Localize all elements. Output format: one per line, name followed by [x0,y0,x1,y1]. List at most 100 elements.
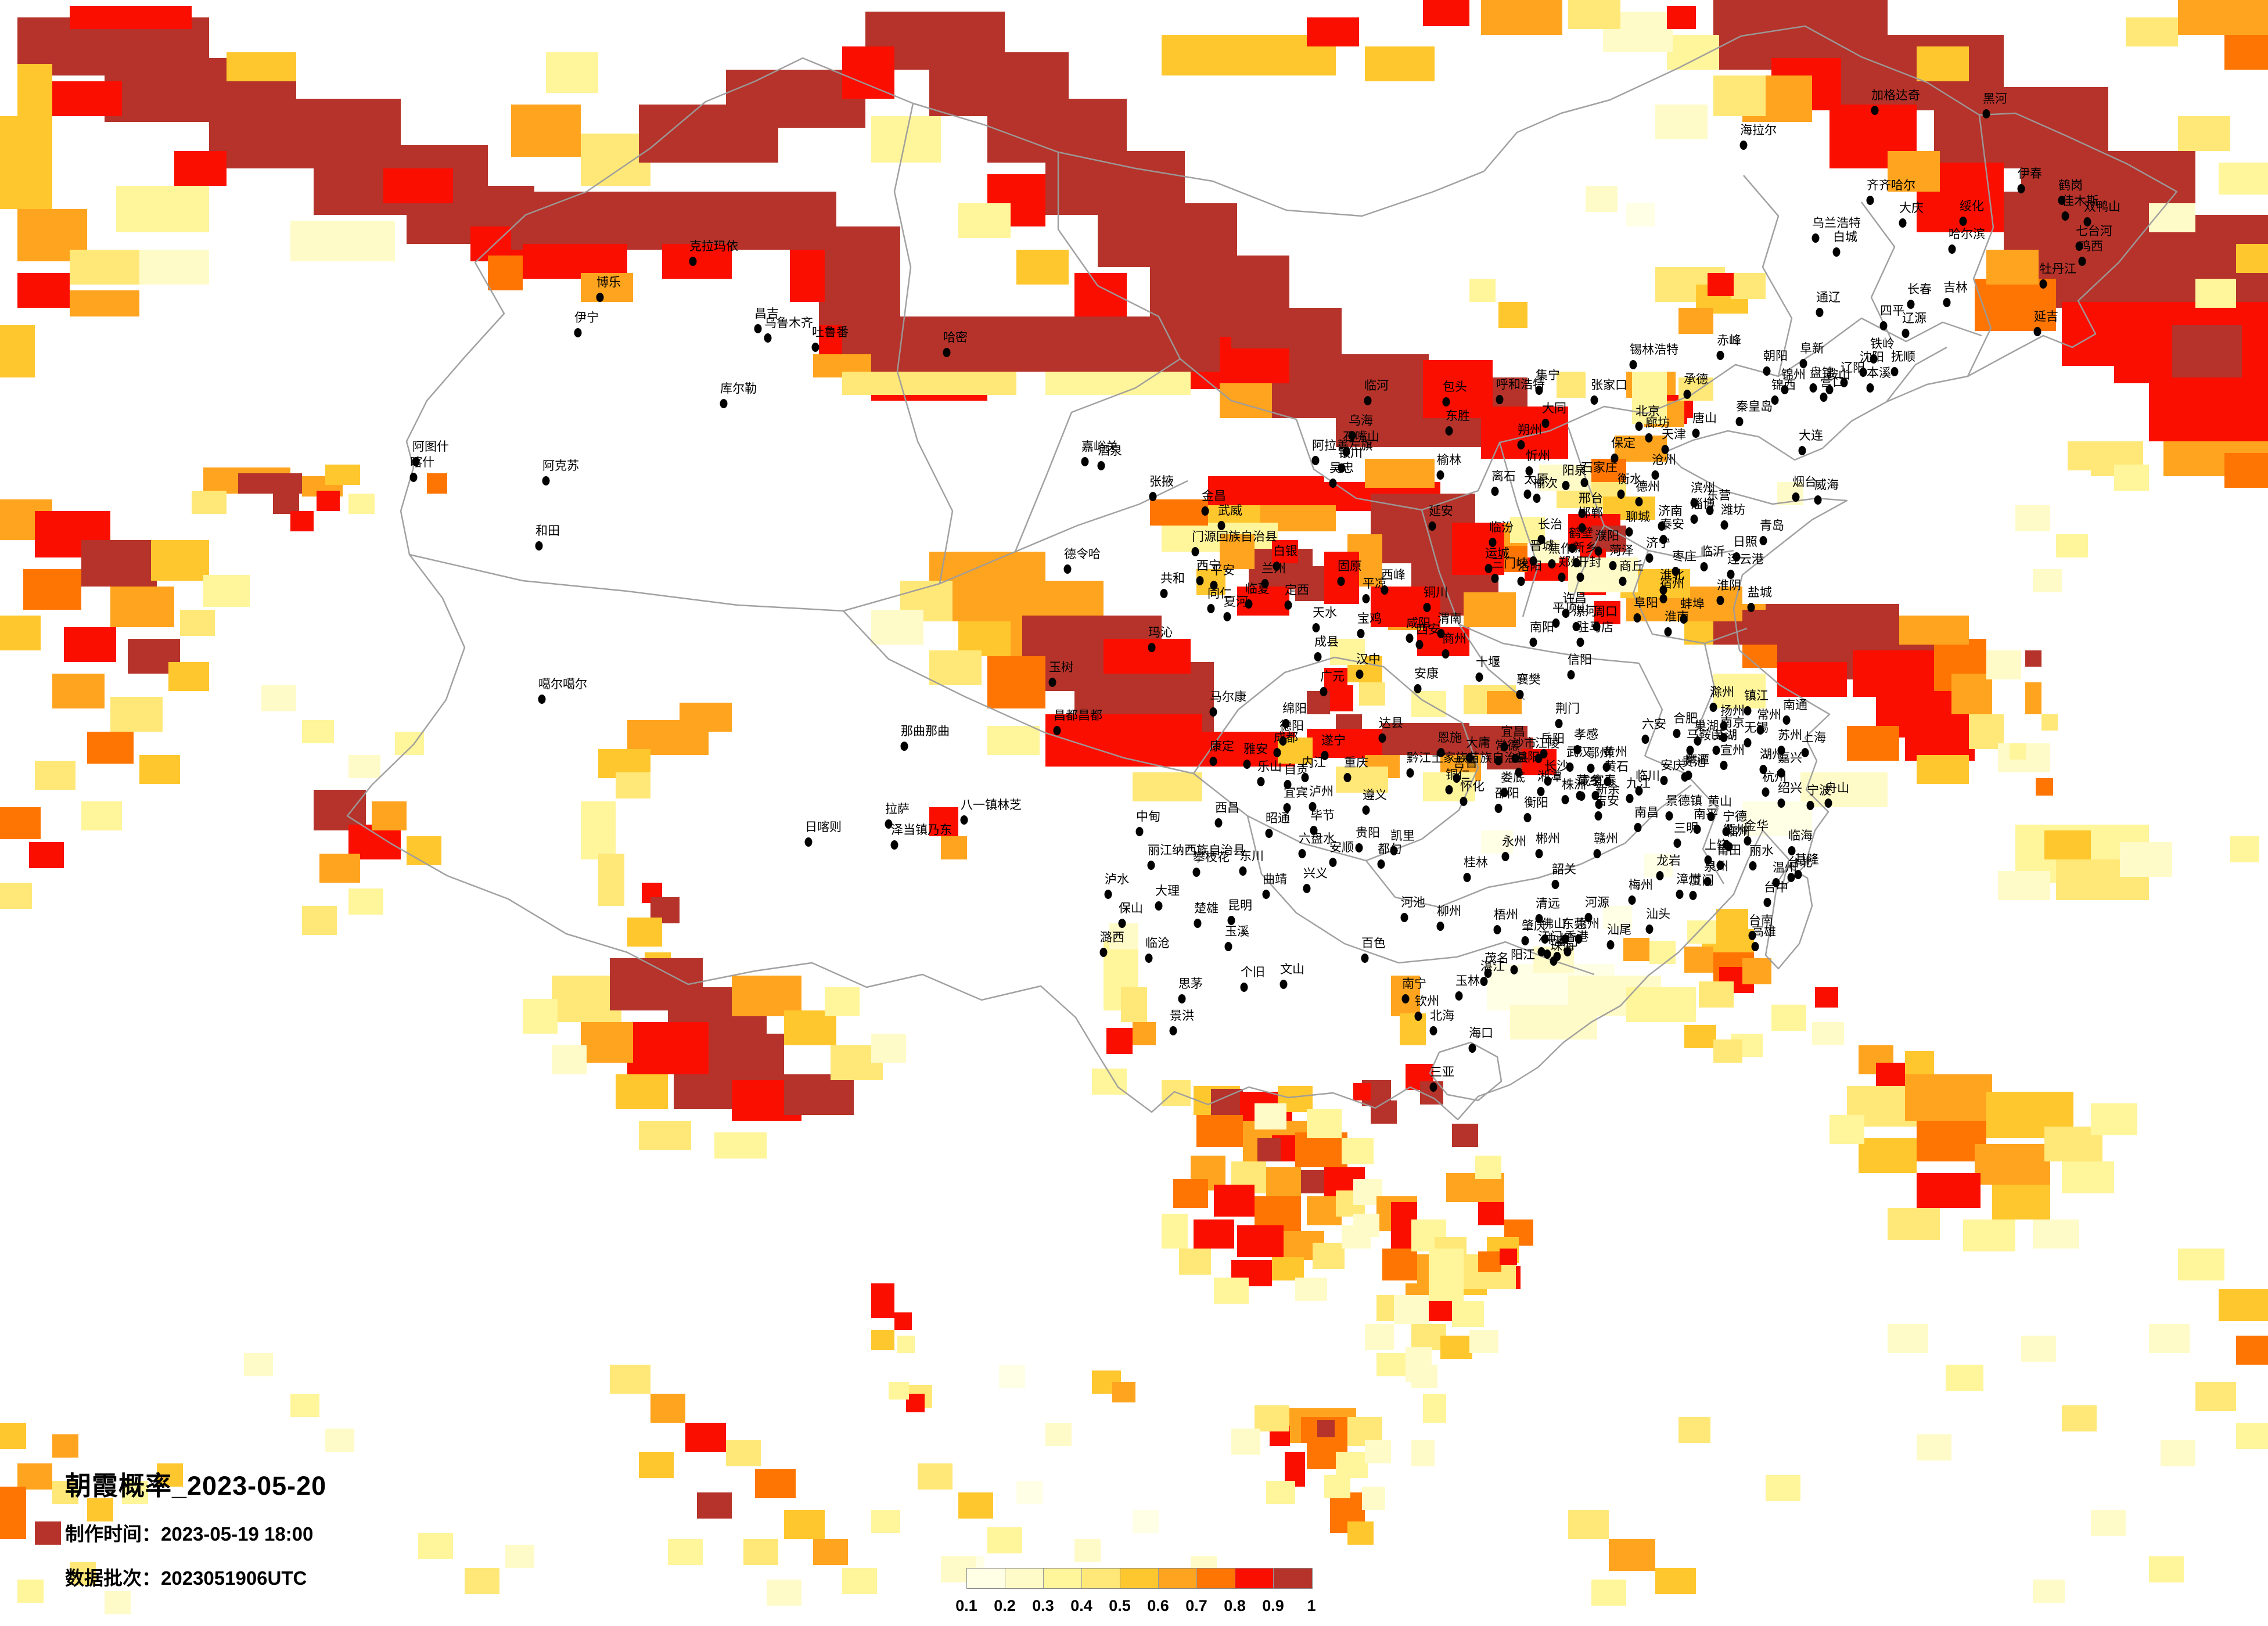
city-label: 珠海 [1550,940,1575,953]
heat-cell [1481,0,1562,35]
city-label: 洛阳 [1518,560,1542,573]
city-label: 德令哈 [1064,548,1101,561]
heat-cell [987,656,1045,708]
city-label: 和田 [535,524,560,538]
city-dot [1493,925,1501,934]
city-label: 定西 [1285,584,1309,597]
city-dot [1890,367,1899,376]
city-dot [1442,649,1450,659]
heat-cell [2149,377,2268,441]
city-label: 日照 [1733,535,1757,549]
city-dot [1329,858,1337,867]
city-dot [1747,603,1755,612]
city-dot [1217,521,1225,530]
city-label: 本溪 [1867,366,1891,380]
city-label: 达县 [1379,717,1403,730]
heat-cell [929,650,982,685]
city-label: 保山 [1119,902,1143,915]
city-dot [1824,798,1832,808]
city-dot [1343,773,1352,782]
city-label: 烟台 [1792,476,1817,489]
city-dot [1194,919,1202,928]
city-dot [1517,577,1525,586]
heat-cell [842,46,894,99]
city-label: 平凉 [1363,577,1387,591]
city-dot [1273,748,1281,757]
city-dot [1562,481,1570,490]
city-dot [1445,426,1453,436]
city-dot [1063,564,1072,574]
city-label: 漳州 [1676,873,1701,886]
heat-cell [17,64,52,134]
city-dot [960,815,968,825]
city-label: 铜川 [1424,586,1448,599]
city-label: 高雄 [1752,925,1776,938]
city-label: 南阳 [1530,621,1554,634]
heat-cell [842,372,1016,395]
city-label: 淮南 [1665,610,1689,624]
heat-cell [17,273,70,308]
city-label: 常州 [1757,708,1781,722]
city-dot [1576,791,1584,800]
data-batch-value: 2023051906UTC [161,1567,307,1589]
city-dot [1633,613,1641,623]
city-dot [1982,109,1990,118]
city-dot [1261,579,1269,588]
city-dot [1279,980,1288,989]
heat-cell [1220,348,1289,383]
city-dot [1626,794,1634,803]
city-label: 玛沁 [1148,626,1173,639]
city-dot [1523,813,1532,822]
legend-color-swatch [1274,1569,1312,1588]
heat-cell [1632,372,1667,424]
city-label: 潍坊 [1721,503,1745,517]
city-dot [1265,829,1273,838]
city-dot [1690,515,1698,524]
heat-cell [290,221,395,261]
city-dot [1362,805,1370,815]
city-label: 南通 [1783,699,1807,712]
city-dot [1580,478,1588,487]
city-dot [1567,670,1575,679]
city-label: 遵义 [1363,789,1387,802]
city-label: 门源回族自治县 [1192,530,1277,544]
city-label: 天水 [1313,606,1337,620]
city-dot [1428,521,1436,531]
city-dot [1147,861,1155,870]
city-label: 天津 [1662,428,1686,441]
city-label: 汕尾 [1607,923,1631,937]
city-label: 邢台 [1579,492,1603,505]
city-label: 西昌 [1215,801,1239,815]
city-dot [1529,638,1537,647]
city-label: 沧州 [1652,454,1676,467]
city-dot [1311,456,1320,465]
city-dot [1357,629,1365,638]
city-label: 楚雄 [1194,902,1219,915]
city-label: 海口 [1469,1027,1493,1040]
city-label: 兴义 [1303,867,1328,880]
heat-cell [842,316,1220,372]
city-label: 新乡 [1573,541,1597,555]
city-dot [1692,429,1700,438]
city-dot [1629,360,1637,369]
city-label: 吉安 [1595,794,1619,808]
city-dot [1590,395,1598,405]
city-label: 绍兴 [1778,782,1802,795]
city-label: 伊春 [2018,167,2042,181]
legend-color-swatch [1044,1569,1082,1588]
city-dot [1794,870,1802,879]
city-label: 南平 [1694,808,1718,821]
city-dot [1716,351,1724,360]
heat-cell [546,52,598,93]
city-label: 鹤壁 [1569,527,1593,540]
city-dot [1651,470,1659,480]
city-dot [1814,495,1822,505]
city-label: 马尔康 [1210,690,1246,704]
city-dot [1712,746,1720,755]
heat-cell [1731,273,1766,299]
heat-cell [0,325,35,377]
city-label: 邵阳 [1495,787,1519,800]
city-dot [1673,729,1681,738]
